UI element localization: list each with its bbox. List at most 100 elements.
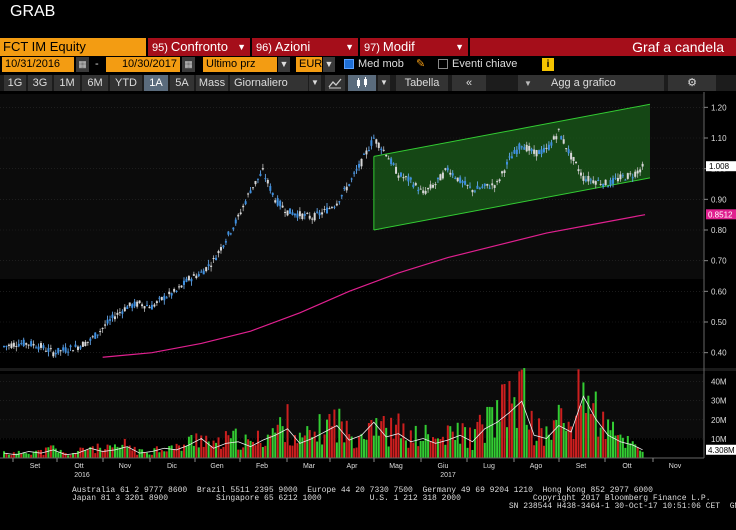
chevron-down-icon[interactable]: ▼: [278, 57, 290, 72]
volume-bar: [459, 443, 462, 458]
ticker-field[interactable]: FCT IM Equity: [0, 38, 146, 56]
chevron-down-icon[interactable]: ▼: [309, 75, 321, 91]
volume-bar: [602, 411, 605, 458]
period-1g-button[interactable]: 1G: [4, 75, 26, 91]
period-ytd-button[interactable]: YTD: [110, 75, 142, 91]
candle-body: [111, 314, 114, 318]
volume-bar: [530, 410, 533, 458]
candle-body: [604, 179, 607, 186]
volume-bar: [163, 451, 166, 458]
compare-tab[interactable]: 95) Confronto ▼: [148, 38, 250, 56]
candle-body: [466, 184, 469, 186]
volume-bar: [518, 371, 521, 458]
volume-bar: [215, 442, 218, 458]
period-1a-button[interactable]: 1A: [144, 75, 168, 91]
volume-bar: [547, 434, 550, 458]
candle-body: [308, 215, 311, 219]
period-6m-button[interactable]: 6M: [82, 75, 108, 91]
chevron-down-icon[interactable]: ▼: [378, 75, 390, 91]
date-range-bar: 10/31/2016 ▦ - 10/30/2017 ▦ Ultimo prz ▼…: [0, 57, 736, 73]
period-3g-button[interactable]: 3G: [28, 75, 52, 91]
candle-body: [229, 233, 232, 235]
month-label: Ago: [530, 463, 543, 470]
last-price-label: 1.008: [709, 162, 730, 171]
end-date-field[interactable]: 10/30/2017: [106, 57, 180, 72]
volume-bar: [296, 443, 299, 458]
volume-bar: [123, 438, 126, 458]
candle-body: [542, 147, 545, 153]
volume-bar: [131, 450, 134, 458]
volume-bar: [160, 450, 163, 458]
calendar-icon[interactable]: ▦: [182, 57, 195, 72]
moving-average-polyline: [102, 214, 646, 358]
key-events-label: Eventi chiave: [452, 58, 518, 70]
gear-icon[interactable]: ⚙: [668, 75, 716, 91]
volume-bar: [256, 430, 259, 458]
candle-body: [385, 154, 388, 157]
volume-bar: [535, 440, 538, 458]
volume-bar: [404, 440, 407, 458]
volume-bar: [488, 406, 491, 458]
volume-bar: [350, 436, 353, 458]
volume-bar: [619, 434, 622, 458]
start-date-field[interactable]: 10/31/2016: [2, 57, 74, 72]
edit-tab[interactable]: 97) Modif ▼: [360, 38, 468, 56]
info-icon[interactable]: i: [542, 58, 554, 71]
volume-bar: [264, 445, 267, 458]
candle-chart-icon[interactable]: [348, 75, 376, 91]
volume-bar: [552, 420, 555, 458]
key-events-checkbox[interactable]: [438, 59, 448, 69]
collapse-icon[interactable]: «: [452, 75, 486, 91]
candle-body: [326, 207, 328, 214]
candle-body: [109, 319, 112, 321]
volume-bar: [269, 435, 272, 458]
chevron-down-icon: ▼: [237, 42, 246, 52]
moving-average-checkbox[interactable]: [344, 59, 354, 69]
volume-bar: [222, 446, 225, 458]
candle-body: [227, 231, 230, 235]
period-max-button[interactable]: Mass: [196, 75, 228, 91]
chevron-down-icon[interactable]: ▼: [323, 57, 335, 72]
table-button[interactable]: Tabella: [396, 75, 448, 91]
candle-series: [3, 128, 644, 358]
pencil-icon[interactable]: ✎: [416, 58, 426, 70]
volume-tick-label: 10M: [711, 435, 727, 444]
candle-body: [565, 148, 568, 150]
candle-body: [150, 304, 153, 310]
volume-bar: [32, 451, 35, 458]
candle-body: [515, 149, 518, 155]
month-label: Giu: [438, 463, 449, 470]
line-chart-icon[interactable]: [325, 75, 345, 91]
currency-select[interactable]: EUR: [296, 57, 322, 72]
period-5a-button[interactable]: 5A: [170, 75, 194, 91]
frequency-select[interactable]: Giornaliero: [230, 75, 308, 91]
volume-bar: [579, 405, 582, 458]
volume-bar: [614, 435, 617, 458]
volume-bar: [195, 433, 198, 458]
volume-bar: [303, 435, 306, 458]
candle-body: [407, 176, 410, 182]
candle-body: [505, 161, 508, 165]
calendar-icon[interactable]: ▦: [76, 57, 89, 72]
candle-body: [562, 139, 565, 144]
candle-body: [523, 147, 526, 150]
edit-tab-label: Modif: [382, 39, 415, 54]
volume-bar: [190, 434, 193, 458]
volume-bar: [274, 432, 277, 458]
add-to-chart-button[interactable]: ▼ Agg a grafico: [518, 75, 664, 91]
candle-body: [244, 201, 247, 205]
candle-body: [597, 179, 600, 181]
volume-bar: [104, 449, 107, 458]
actions-tab[interactable]: 96) Azioni ▼: [252, 38, 358, 56]
volume-bar: [432, 437, 435, 458]
volume-bar: [328, 414, 331, 458]
volume-bar: [634, 444, 637, 458]
candle-body: [222, 245, 225, 248]
price-volume-chart[interactable]: 1.201.101.000.900.800.700.600.500.401.00…: [0, 92, 736, 487]
candle-body: [59, 350, 62, 352]
volume-bar: [436, 438, 439, 458]
period-1m-button[interactable]: 1M: [54, 75, 80, 91]
price-type-select[interactable]: Ultimo prz: [203, 57, 277, 72]
candle-body: [412, 184, 415, 188]
volume-bar: [244, 434, 247, 458]
